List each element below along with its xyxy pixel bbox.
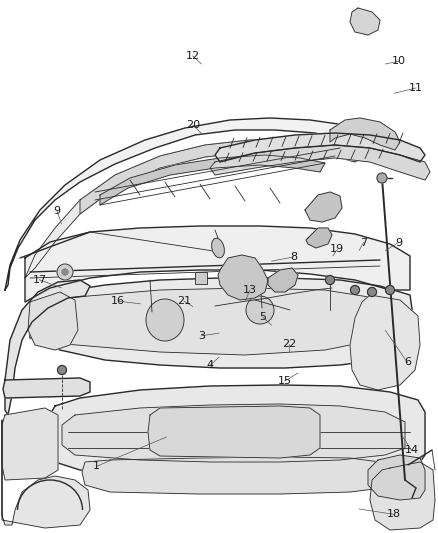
Polygon shape xyxy=(2,408,58,480)
Polygon shape xyxy=(210,145,430,180)
Polygon shape xyxy=(3,378,90,398)
Text: 15: 15 xyxy=(278,376,292,386)
Polygon shape xyxy=(82,457,385,494)
Polygon shape xyxy=(218,255,268,300)
Polygon shape xyxy=(25,140,365,278)
Polygon shape xyxy=(25,226,410,302)
Text: 9: 9 xyxy=(53,206,60,215)
Ellipse shape xyxy=(146,299,184,341)
Text: 1: 1 xyxy=(93,462,100,471)
Circle shape xyxy=(57,264,73,280)
Polygon shape xyxy=(28,278,415,368)
Polygon shape xyxy=(268,268,298,292)
Ellipse shape xyxy=(212,238,224,258)
Text: 20: 20 xyxy=(186,120,200,130)
Polygon shape xyxy=(48,385,425,478)
Text: 4: 4 xyxy=(207,360,214,370)
Text: 13: 13 xyxy=(243,286,257,295)
Text: 12: 12 xyxy=(186,51,200,61)
Text: 5: 5 xyxy=(259,312,266,322)
Polygon shape xyxy=(100,155,325,205)
Text: 19: 19 xyxy=(330,245,344,254)
Polygon shape xyxy=(2,420,90,528)
Circle shape xyxy=(62,269,68,275)
Circle shape xyxy=(350,286,360,295)
Polygon shape xyxy=(215,133,425,162)
Text: 16: 16 xyxy=(111,296,125,306)
Text: 22: 22 xyxy=(282,339,296,349)
Polygon shape xyxy=(80,140,355,214)
Circle shape xyxy=(377,173,387,183)
Ellipse shape xyxy=(246,296,274,324)
Polygon shape xyxy=(350,8,380,35)
Circle shape xyxy=(57,366,67,375)
Text: 7: 7 xyxy=(360,238,367,247)
Circle shape xyxy=(325,276,335,285)
Text: 21: 21 xyxy=(177,296,191,306)
Polygon shape xyxy=(28,292,78,350)
Text: 3: 3 xyxy=(198,331,205,341)
Polygon shape xyxy=(368,455,425,500)
Text: 11: 11 xyxy=(409,83,423,93)
Polygon shape xyxy=(60,288,380,355)
Text: 6: 6 xyxy=(404,358,411,367)
Polygon shape xyxy=(62,404,405,462)
Polygon shape xyxy=(305,192,342,222)
Text: 10: 10 xyxy=(392,56,406,66)
Polygon shape xyxy=(148,406,320,458)
Polygon shape xyxy=(306,228,332,248)
Text: 17: 17 xyxy=(32,275,46,285)
Polygon shape xyxy=(5,280,90,415)
Polygon shape xyxy=(330,118,400,150)
Polygon shape xyxy=(370,462,435,530)
Circle shape xyxy=(385,286,395,295)
Text: 8: 8 xyxy=(290,252,297,262)
Polygon shape xyxy=(350,295,420,390)
Text: 14: 14 xyxy=(405,446,419,455)
Circle shape xyxy=(367,287,377,296)
Polygon shape xyxy=(5,118,385,290)
Text: 9: 9 xyxy=(395,238,402,247)
Bar xyxy=(195,272,207,284)
Text: 18: 18 xyxy=(387,510,401,519)
